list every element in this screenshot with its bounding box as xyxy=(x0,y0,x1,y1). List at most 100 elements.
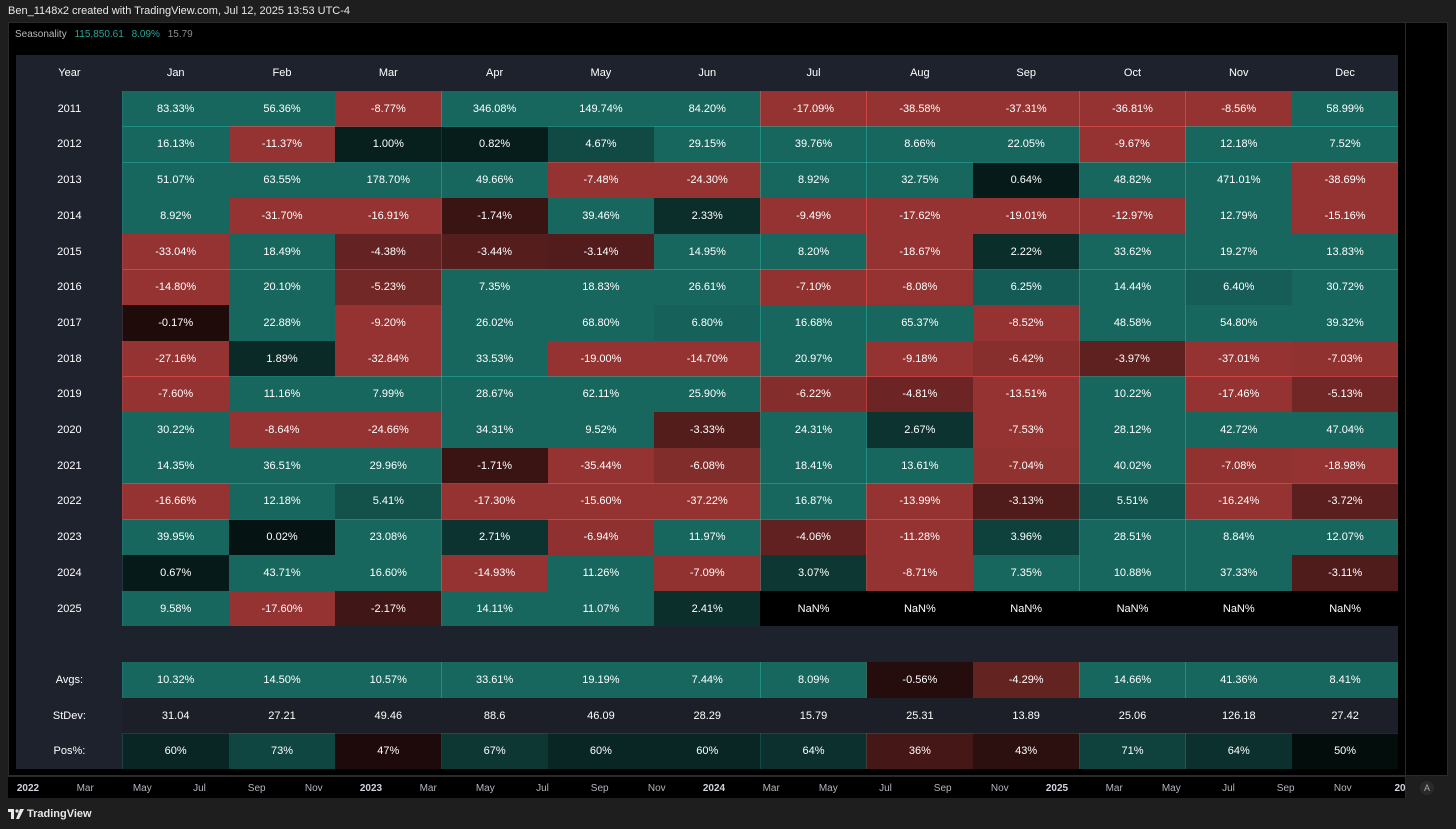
table-cell-value: -13.51% xyxy=(972,376,1080,413)
table-cell-value: 0.02% xyxy=(228,519,336,556)
table-cell-value: 178.70% xyxy=(334,162,442,199)
table-cell-value: -27.16% xyxy=(122,340,230,377)
table-cell-value: -9.20% xyxy=(334,304,442,342)
summary-cell-avg: 10.32% xyxy=(122,661,230,699)
table-cell-value: 33.62% xyxy=(1079,233,1186,270)
table-cell-value: 0.67% xyxy=(122,554,230,591)
table-cell-value: 84.20% xyxy=(653,90,761,127)
time-axis-tick: Sep xyxy=(590,783,609,794)
table-row-year-label: 2012 xyxy=(16,126,123,163)
table-cell-value: 7.35% xyxy=(441,269,549,306)
time-axis[interactable]: 2022 Mar May Jul Sep Nov 2023 Mar May Jul Sep Nov 20… xyxy=(8,776,1406,798)
table-cell-value: -16.24% xyxy=(1185,483,1293,520)
table-cell-value: -37.01% xyxy=(1185,340,1293,377)
table-header-month: Mar xyxy=(334,55,442,92)
table-cell-value: NaN% xyxy=(1185,590,1293,627)
table-cell-value: 22.88% xyxy=(228,304,336,342)
table-cell-value: 25.90% xyxy=(653,376,761,413)
table-row-year-label: 2025 xyxy=(16,590,123,627)
summary-cell-avg: 41.36% xyxy=(1185,661,1293,699)
table-cell-value: 11.97% xyxy=(653,519,761,556)
table-cell-value: -13.99% xyxy=(866,483,974,520)
table-cell-value: -14.70% xyxy=(653,340,761,377)
table-cell-value: -7.53% xyxy=(972,412,1080,449)
table-cell-value: 48.58% xyxy=(1079,304,1186,342)
table-cell-value: -3.72% xyxy=(1291,483,1399,520)
summary-cell-stdev: 31.04 xyxy=(122,697,230,734)
table-cell-value: -7.03% xyxy=(1291,340,1399,377)
table-cell-value: -7.48% xyxy=(547,162,655,199)
price-scale[interactable] xyxy=(1405,22,1448,798)
table-cell-value: 10.88% xyxy=(1079,554,1186,591)
table-cell-value: 5.41% xyxy=(334,483,442,520)
table-cell-value: 8.66% xyxy=(866,126,974,163)
table-cell-value: 8.92% xyxy=(122,197,230,234)
seasonality-table: Year Jan Feb Mar Apr May Jun Jul Aug Sep Oct Nov Dec… xyxy=(16,55,1399,770)
table-header-year: Year xyxy=(16,55,123,92)
summary-cell-stdev: 13.89 xyxy=(972,697,1080,734)
table-cell-value: 37.33% xyxy=(1185,554,1293,591)
table-cell-value: -12.97% xyxy=(1079,197,1186,234)
table-cell-value: 36.51% xyxy=(228,447,336,484)
table-cell-value: 47.04% xyxy=(1291,412,1399,449)
indicator-legend[interactable]: Seasonality 115,850.61 8.09% 15.79 xyxy=(15,29,193,40)
table-cell-value: 14.44% xyxy=(1079,269,1186,306)
time-axis-tick: Mar xyxy=(419,783,437,794)
table-cell-value: -1.71% xyxy=(441,447,549,484)
table-cell-value: -6.42% xyxy=(972,340,1080,377)
table-cell-value: 16.68% xyxy=(760,304,867,342)
table-cell-value: -8.08% xyxy=(866,269,974,306)
table-cell-value: 29.15% xyxy=(653,126,761,163)
table-cell-value: -3.13% xyxy=(972,483,1080,520)
auto-scale-button[interactable]: A xyxy=(1420,781,1434,795)
table-cell-value: -18.98% xyxy=(1291,447,1399,484)
table-header-month: Jun xyxy=(653,55,761,92)
time-axis-tick: Jul xyxy=(1222,783,1235,794)
table-cell-value: 10.22% xyxy=(1079,376,1186,413)
table-cell-value: 13.83% xyxy=(1291,233,1399,270)
table-cell-value: -14.93% xyxy=(441,554,549,591)
table-cell-value: 39.32% xyxy=(1291,304,1399,342)
summary-row-label: Avgs: xyxy=(16,661,123,699)
table-cell-value: 20.10% xyxy=(228,269,336,306)
table-cell-value: -37.22% xyxy=(653,483,761,520)
summary-cell-stdev: 126.18 xyxy=(1185,697,1293,734)
table-cell-value: 8.84% xyxy=(1185,519,1293,556)
summary-cell-avg: 33.61% xyxy=(441,661,549,699)
table-cell-value: 39.95% xyxy=(122,519,230,556)
table-row-year-label: 2016 xyxy=(16,269,123,306)
table-cell-value: -8.64% xyxy=(228,412,336,449)
table-cell-value: 7.52% xyxy=(1291,126,1399,163)
summary-cell-stdev: 49.46 xyxy=(334,697,442,734)
table-cell-value: -15.16% xyxy=(1291,197,1399,234)
table-cell-value: -17.60% xyxy=(228,590,336,627)
table-cell-value: 12.18% xyxy=(1185,126,1293,163)
table-cell-value: 43.71% xyxy=(228,554,336,591)
tradingview-logo-icon xyxy=(8,808,24,819)
table-cell-value: -3.14% xyxy=(547,233,655,270)
table-header-month: Oct xyxy=(1079,55,1186,92)
table-cell-value: 2.33% xyxy=(653,197,761,234)
table-cell-value: 49.66% xyxy=(441,162,549,199)
tradingview-logo[interactable]: TradingView xyxy=(8,808,92,820)
table-cell-value: 20.97% xyxy=(760,340,867,377)
table-cell-value: 9.52% xyxy=(547,412,655,449)
table-cell-value: 39.76% xyxy=(760,126,867,163)
table-cell-value: 32.75% xyxy=(866,162,974,199)
table-cell-value: 13.61% xyxy=(866,447,974,484)
summary-cell-pos: 60% xyxy=(653,733,761,770)
table-header-month: Apr xyxy=(441,55,549,92)
table-row-year-label: 2022 xyxy=(16,483,123,520)
table-cell-value: NaN% xyxy=(866,590,974,627)
table-row-year-label: 2024 xyxy=(16,554,123,591)
table-cell-value: 12.18% xyxy=(228,483,336,520)
table-cell-value: -8.52% xyxy=(972,304,1080,342)
table-cell-value: 14.35% xyxy=(122,447,230,484)
table-cell-value: 14.11% xyxy=(441,590,549,627)
chart-caption: Ben_1148x2 created with TradingView.com,… xyxy=(8,5,351,17)
time-axis-tick: Sep xyxy=(1276,783,1295,794)
summary-cell-stdev: 46.09 xyxy=(547,697,655,734)
table-cell-value: 26.61% xyxy=(653,269,761,306)
table-cell-value: 0.64% xyxy=(972,162,1080,199)
table-cell-value: 23.08% xyxy=(334,519,442,556)
